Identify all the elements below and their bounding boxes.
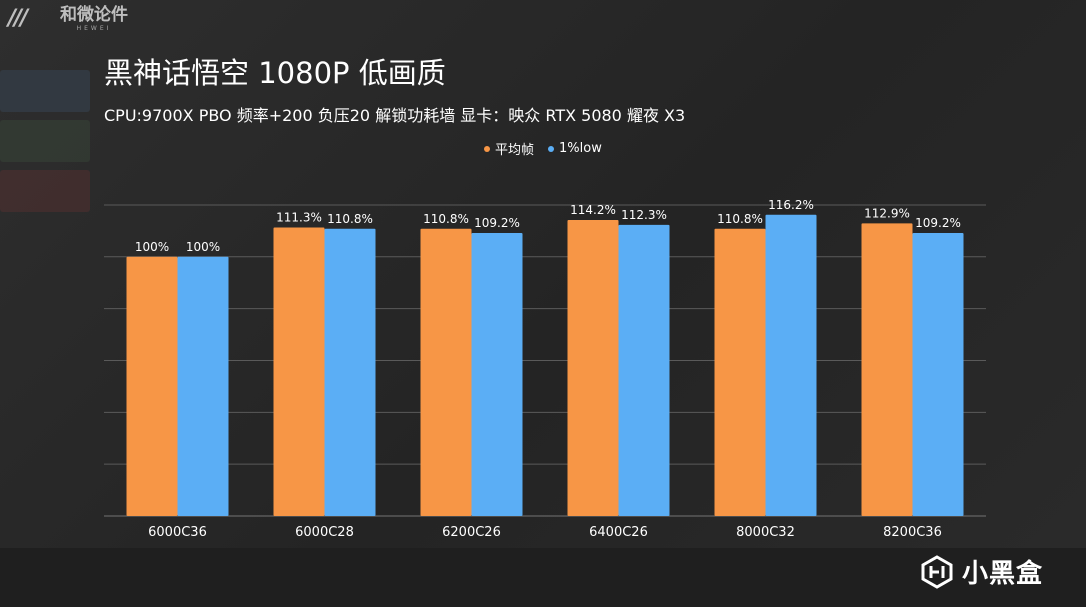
background-decoration: [0, 70, 90, 112]
data-label-low: 112.3%: [621, 208, 667, 222]
data-label-avg: 110.8%: [423, 212, 469, 226]
data-label-low: 109.2%: [474, 216, 520, 230]
background-decoration: [0, 120, 90, 162]
data-label-low: 100%: [186, 240, 220, 254]
bar-avg: [420, 228, 472, 516]
brand-subtitle: HEWEI: [76, 24, 112, 32]
bar-avg: [273, 227, 325, 516]
bar-low: [765, 214, 817, 516]
brand-logo: /// 和微论件 HEWEI: [8, 6, 128, 32]
data-label-avg: 110.8%: [717, 212, 763, 226]
bar-avg: [714, 228, 766, 516]
x-tick-label: 6400C26: [589, 525, 648, 540]
data-label-low: 110.8%: [327, 212, 373, 226]
bar-avg: [861, 223, 913, 516]
data-label-avg: 100%: [135, 240, 169, 254]
bar-low: [618, 224, 670, 516]
heybox-logo-icon: [921, 554, 953, 589]
bar-avg: [567, 219, 619, 517]
chart-legend: 平均帧 1%low: [484, 139, 602, 158]
data-label-low: 116.2%: [768, 198, 814, 212]
background-decoration: [0, 170, 90, 212]
bar-avg: [126, 256, 178, 516]
legend-label-low: 1%low: [559, 141, 602, 156]
watermark-text: 小黑盒: [962, 559, 1044, 589]
legend-item-avg: 平均帧: [484, 139, 534, 158]
legend-swatch-avg: [484, 145, 490, 152]
bottom-bar: [0, 548, 1086, 607]
bar-low: [324, 228, 376, 516]
data-label-avg: 112.9%: [864, 206, 910, 220]
bar-chart: 100% 100% 6000C36 111.3% 110.8% 6000C28 110.8%…: [104, 198, 986, 540]
page-subtitle: CPU:9700X PBO 频率+200 负压20 解锁功耗墙 显卡：映众 RT…: [104, 106, 686, 125]
legend-label-avg: 平均帧: [495, 143, 535, 158]
x-tick-label: 6000C28: [295, 525, 354, 540]
data-label-low: 109.2%: [915, 216, 961, 230]
data-label-avg: 114.2%: [570, 203, 616, 217]
bar-low: [471, 232, 523, 516]
data-label-avg: 111.3%: [276, 211, 322, 225]
x-tick-label: 8200C36: [883, 525, 942, 540]
brand-name: 和微论件: [60, 4, 128, 25]
legend-swatch-low: [548, 145, 555, 152]
bar-low: [912, 232, 964, 516]
x-tick-label: 6200C26: [442, 525, 501, 540]
bar-low: [177, 256, 229, 516]
legend-item-low: 1%low: [548, 139, 602, 158]
x-tick-label: 8000C32: [736, 525, 795, 540]
page-title: 黑神话悟空 1080P 低画质: [104, 56, 446, 90]
watermark: 小黑盒: [920, 553, 1043, 590]
x-tick-label: 6000C36: [148, 525, 207, 540]
brand-mark-icon: ///: [8, 6, 28, 31]
